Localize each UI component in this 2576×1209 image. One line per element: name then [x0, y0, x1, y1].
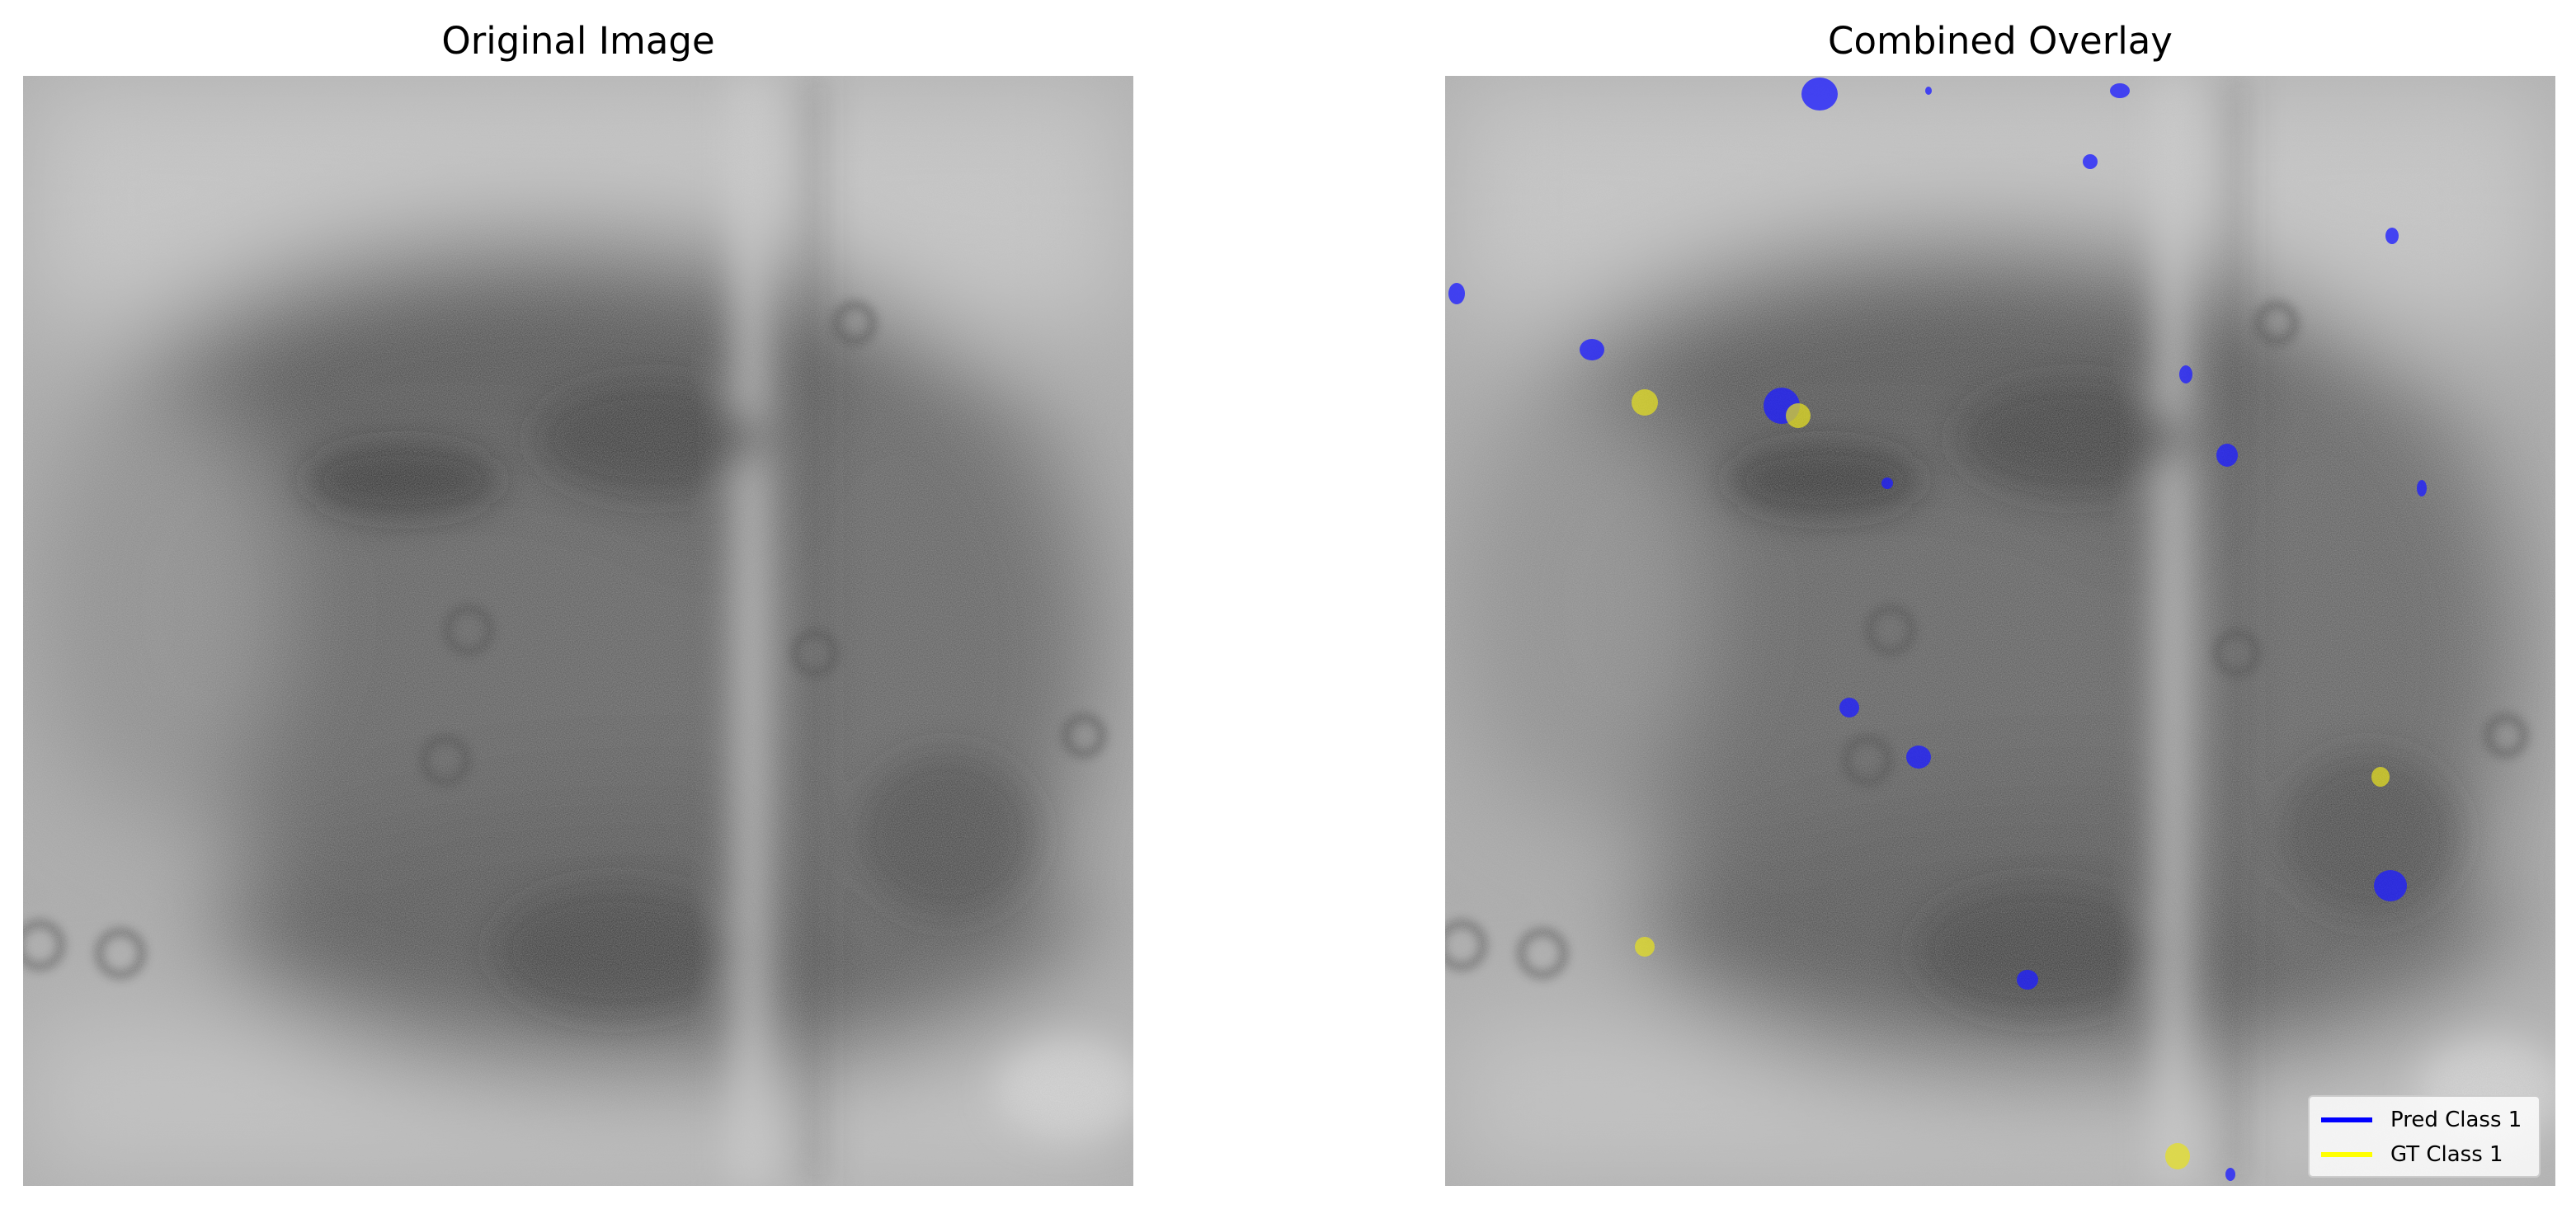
legend: Pred Class 1 GT Class 1: [2308, 1095, 2541, 1178]
pred-marker: [2385, 228, 2399, 244]
original-image: [23, 76, 1133, 1186]
pred-marker: [2225, 1168, 2235, 1181]
pred-marker: [2083, 154, 2098, 169]
pred-marker: [2417, 480, 2427, 496]
pred-marker: [1881, 477, 1893, 489]
pred-marker: [1906, 746, 1931, 769]
legend-swatch-gt: [2321, 1152, 2372, 1157]
legend-label-pred: Pred Class 1: [2390, 1108, 2522, 1132]
gt-marker: [2371, 767, 2390, 787]
pred-marker: [1839, 698, 1859, 717]
pred-marker: [2179, 365, 2192, 383]
legend-item-pred: Pred Class 1: [2321, 1105, 2522, 1135]
gt-marker: [1635, 937, 1655, 957]
panel-title-overlay: Combined Overlay: [1828, 19, 2173, 63]
gt-marker: [1786, 403, 1811, 428]
pred-marker: [2374, 870, 2407, 901]
combined-overlay-image: [1445, 76, 2555, 1186]
pred-marker: [2017, 970, 2038, 990]
pred-marker: [1448, 283, 1465, 304]
pred-marker: [1580, 339, 1604, 360]
combined-overlay-canvas: [1445, 76, 2555, 1186]
pred-marker: [2216, 444, 2238, 467]
original-image-canvas: [23, 76, 1133, 1186]
legend-label-gt: GT Class 1: [2390, 1142, 2503, 1167]
legend-swatch-pred: [2321, 1117, 2372, 1122]
pred-marker: [1925, 87, 1932, 95]
gt-marker: [1632, 389, 1658, 416]
legend-item-gt: GT Class 1: [2321, 1140, 2503, 1169]
pred-marker: [2110, 83, 2130, 98]
pred-marker: [1801, 78, 1838, 111]
panel-title-original: Original Image: [441, 19, 715, 63]
gt-marker: [2165, 1143, 2190, 1169]
